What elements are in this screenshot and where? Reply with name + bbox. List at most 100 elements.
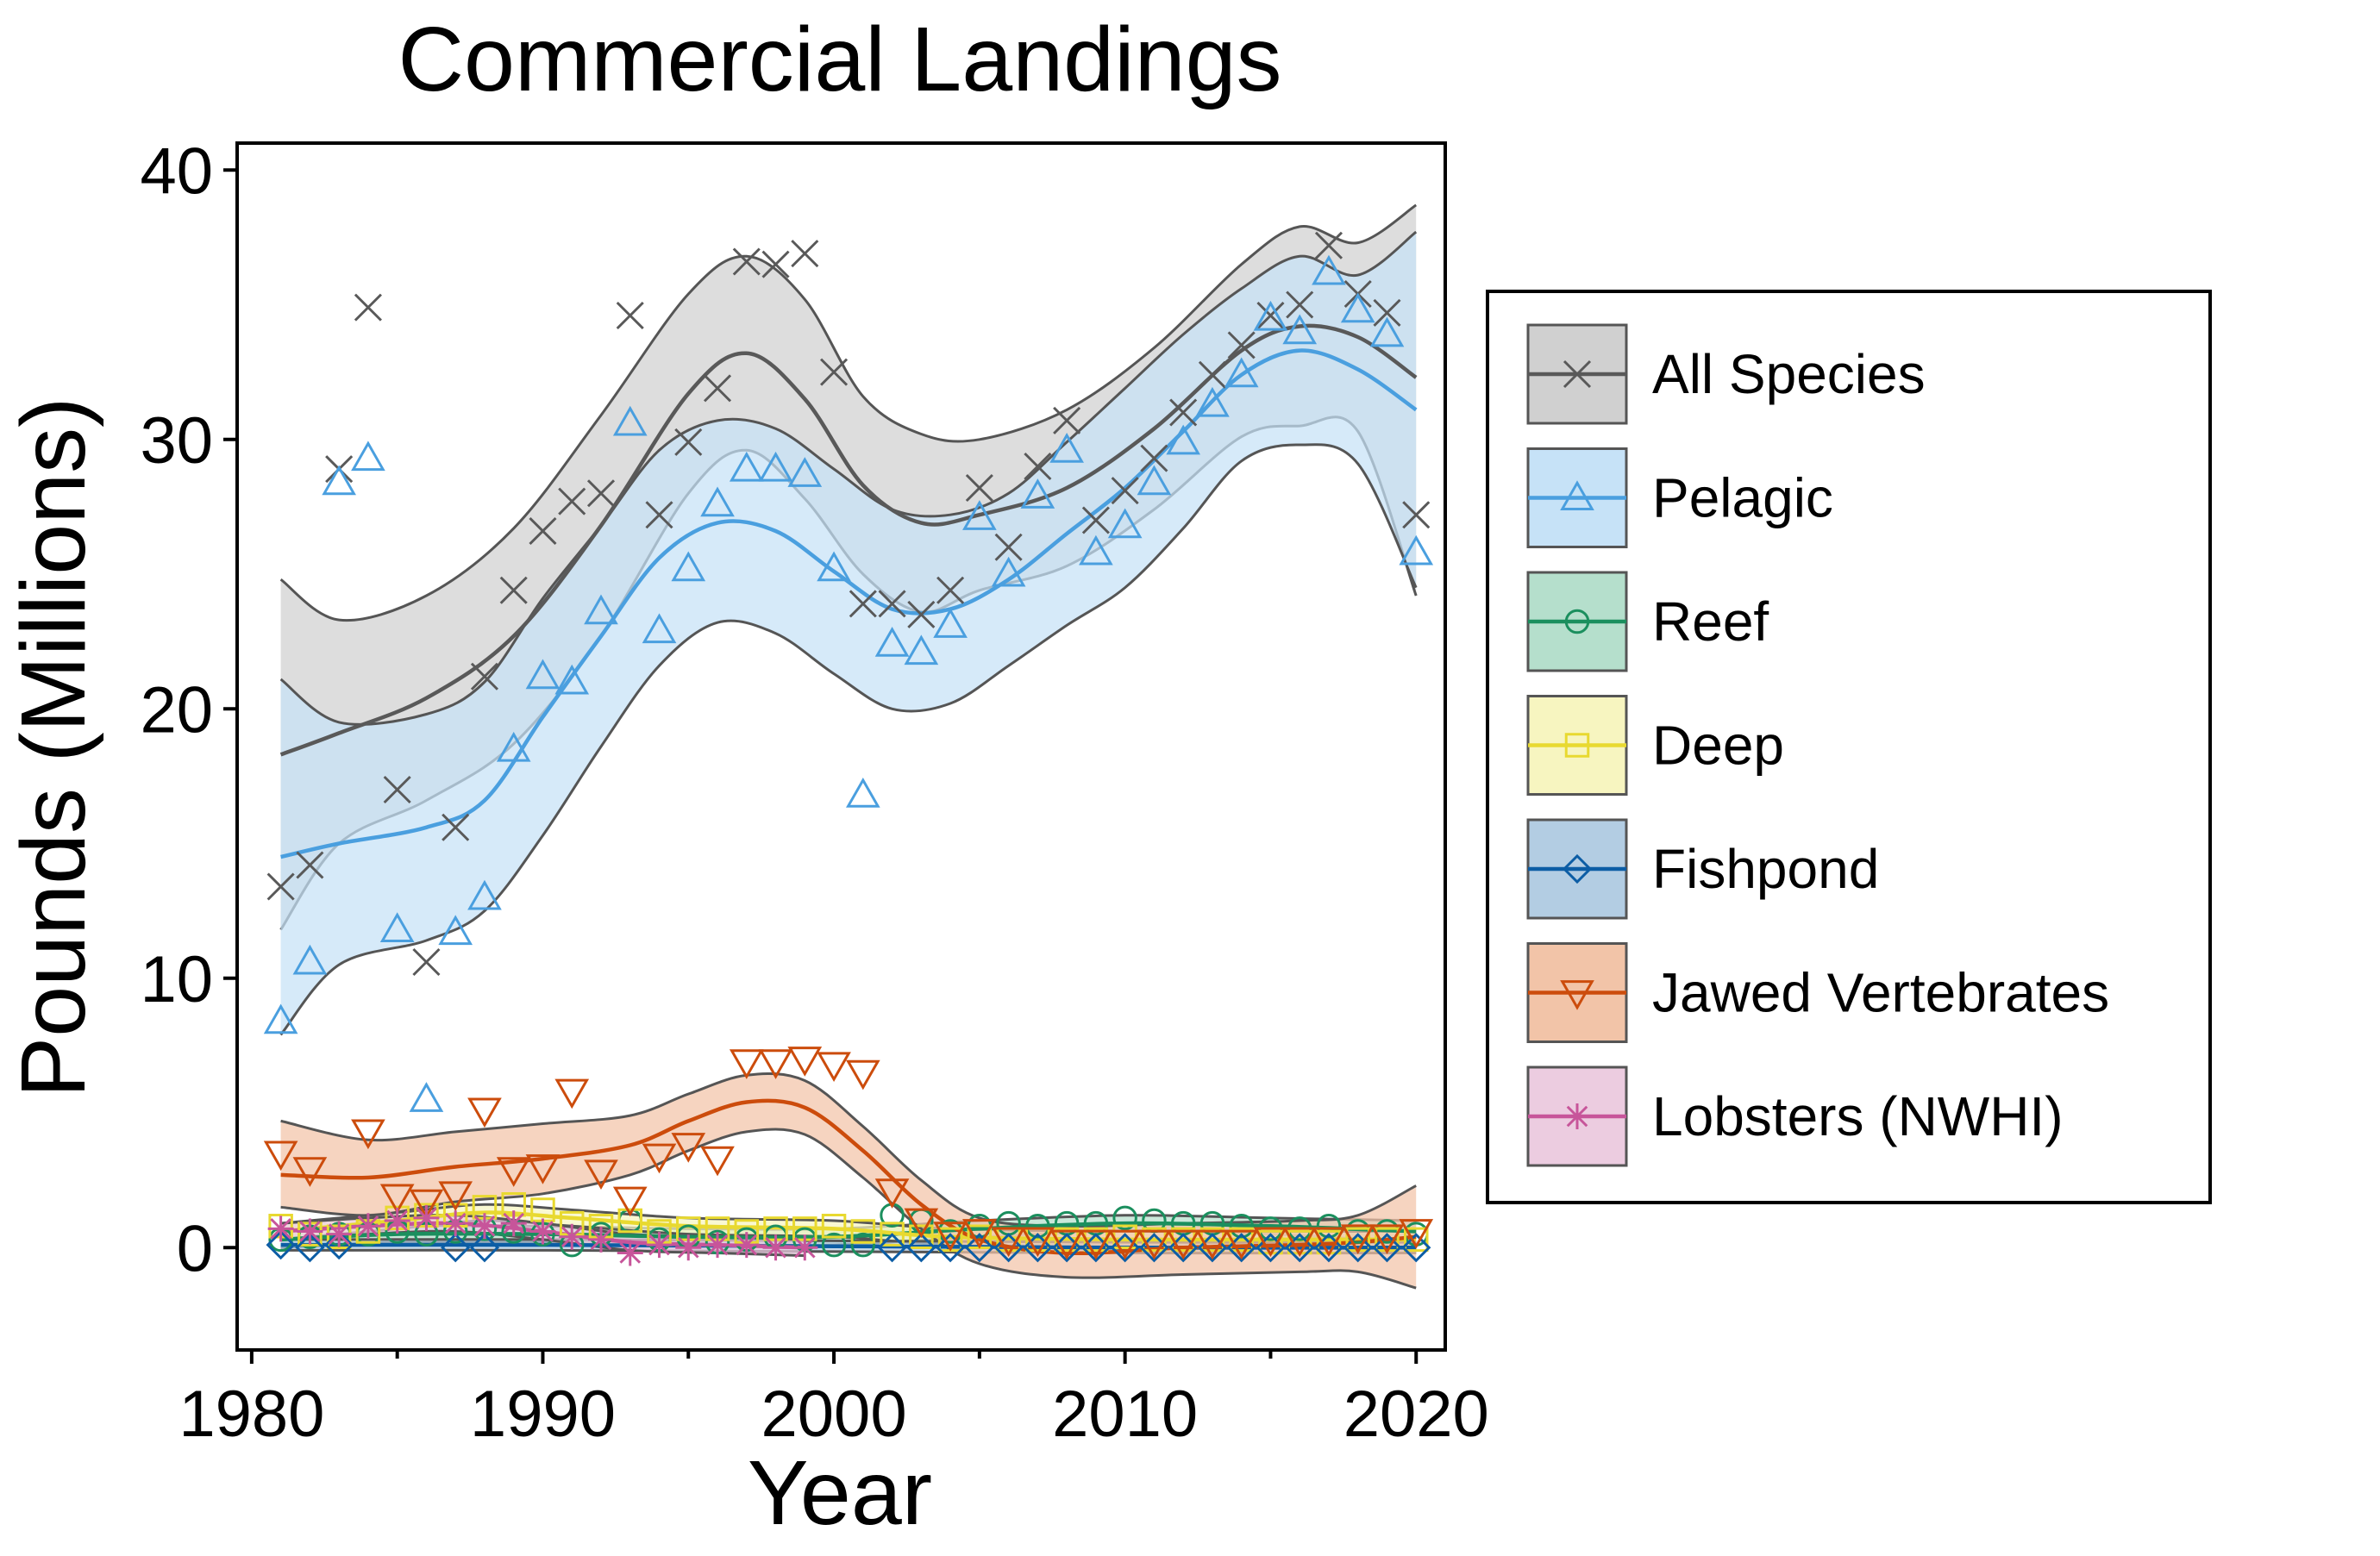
all-species-point — [994, 533, 1023, 561]
jawed-vertebrates-point — [1340, 1224, 1375, 1255]
fishpond-point — [964, 1233, 994, 1263]
all-species-point — [383, 775, 411, 804]
jawed-vertebrates-point — [1166, 1229, 1201, 1260]
legend-label: Pelagic — [1652, 467, 1833, 529]
legend-label: Reef — [1652, 591, 1769, 653]
all-species-point — [354, 293, 382, 322]
x-tick-label: 2000 — [761, 1378, 907, 1451]
pelagic-point — [1253, 300, 1288, 331]
fishpond-point — [1285, 1233, 1315, 1263]
jawed-vertebrates-point — [351, 1119, 385, 1150]
lobsters-nwhi-point — [384, 1208, 410, 1234]
pelagic-ci-upper — [279, 230, 1418, 726]
deep-point — [880, 1222, 905, 1247]
lobsters-nwhi-point — [529, 1218, 556, 1245]
jawed-vertebrates-point — [1049, 1229, 1084, 1260]
legend: All Species Pelagic Reef Deep Fishpond Jawed … — [1486, 290, 2212, 1204]
deep-point — [1403, 1227, 1429, 1253]
jawed-vertebrates-point — [991, 1227, 1026, 1258]
legend-label: Fishpond — [1652, 838, 1879, 900]
reef-point — [1025, 1214, 1050, 1239]
pelagic-point — [991, 556, 1026, 587]
pelagic-point — [554, 664, 590, 695]
jawed-vertebrates-point — [904, 1208, 939, 1239]
all-species-point — [819, 358, 849, 386]
all-species-point — [499, 576, 528, 604]
legend-item-all-species: All Species — [1526, 323, 1926, 425]
jawed-vertebrates-ci-upper — [280, 1072, 1417, 1228]
x-tick-label: 1980 — [178, 1378, 324, 1451]
all-species-point — [965, 473, 993, 503]
y-tick-label: 30 — [140, 404, 213, 478]
jawed-vertebrates-point — [874, 1178, 910, 1209]
legend-label: Lobsters (NWHI) — [1652, 1085, 2064, 1147]
fishpond-point — [1372, 1233, 1402, 1263]
legend-key-marker — [1560, 980, 1594, 1010]
all-species-point — [586, 479, 616, 508]
all-species-point — [936, 576, 965, 604]
jawed-vertebrates-point — [1282, 1227, 1318, 1258]
jawed-vertebrates-point — [817, 1052, 851, 1083]
fishpond-point — [935, 1233, 966, 1263]
reef-point — [821, 1232, 847, 1258]
pelagic-point — [1312, 254, 1346, 285]
deep-point — [909, 1224, 934, 1249]
pelagic-point — [642, 613, 677, 644]
all-species-point — [470, 662, 499, 691]
deep-point — [850, 1219, 876, 1244]
all-species-point — [1402, 501, 1431, 529]
jawed-vertebrates-point — [612, 1186, 648, 1217]
lobsters-nwhi-point — [267, 1215, 294, 1242]
pelagic-point — [787, 457, 823, 487]
legend-key-marker — [1560, 480, 1594, 510]
legend-key-marker — [1564, 733, 1590, 758]
fishpond-point — [877, 1233, 907, 1263]
lobsters-nwhi-point — [705, 1232, 731, 1259]
legend-key-marker — [1564, 609, 1590, 634]
pelagic-point — [874, 626, 910, 657]
jawed-vertebrates-points — [263, 1047, 1434, 1260]
pelagic-point — [1166, 424, 1201, 455]
lobsters-nwhi-point — [646, 1232, 673, 1259]
pelagic-ci-lower — [279, 443, 1418, 1036]
fishpond-point — [906, 1233, 936, 1263]
all-species-point — [645, 501, 673, 529]
all-species-point — [878, 590, 906, 618]
pelagic-point — [933, 608, 968, 638]
all-species-point — [1286, 291, 1314, 319]
pelagic-point — [496, 731, 531, 762]
legend-items: All Species Pelagic Reef Deep Fishpond Jawed … — [1526, 323, 2109, 1167]
y-tick-label: 10 — [140, 943, 213, 1016]
legend-label: Deep — [1652, 715, 1784, 777]
plot-frame — [235, 141, 1447, 1352]
all-species-point — [529, 516, 557, 546]
x-tick-label: 1990 — [470, 1378, 616, 1451]
legend-item-lobsters-nwhi: Lobsters (NWHI) — [1526, 1065, 2064, 1167]
fishpond-point — [1401, 1233, 1431, 1263]
pelagic-point — [1282, 314, 1318, 345]
jawed-vertebrates-point — [584, 1159, 618, 1190]
pelagic-point — [525, 659, 561, 690]
jawed-vertebrates-point — [700, 1146, 735, 1177]
pelagic-ci-band — [280, 232, 1417, 1035]
lobsters-nwhi-point — [500, 1210, 527, 1237]
jawed-vertebrates-point — [1079, 1229, 1113, 1260]
jawed-vertebrates-point — [1369, 1224, 1405, 1255]
fishpond-point — [441, 1233, 471, 1263]
pelagic-point — [467, 879, 502, 910]
pelagic-point — [1399, 534, 1434, 566]
pelagic-point — [845, 777, 880, 808]
legend-key-marker — [1563, 359, 1592, 389]
all-species-point — [1081, 506, 1110, 534]
jawed-vertebrates-point — [787, 1047, 823, 1077]
jawed-vertebrates-point — [758, 1049, 793, 1079]
all-species-point — [1373, 298, 1401, 327]
pelagic-point — [1137, 465, 1172, 496]
all-species-point — [907, 600, 936, 628]
legend-item-fishpond: Fishpond — [1526, 818, 1879, 920]
pelagic-point — [1195, 386, 1230, 417]
legend-item-deep: Deep — [1526, 695, 1784, 796]
all-species-point — [1227, 331, 1256, 359]
